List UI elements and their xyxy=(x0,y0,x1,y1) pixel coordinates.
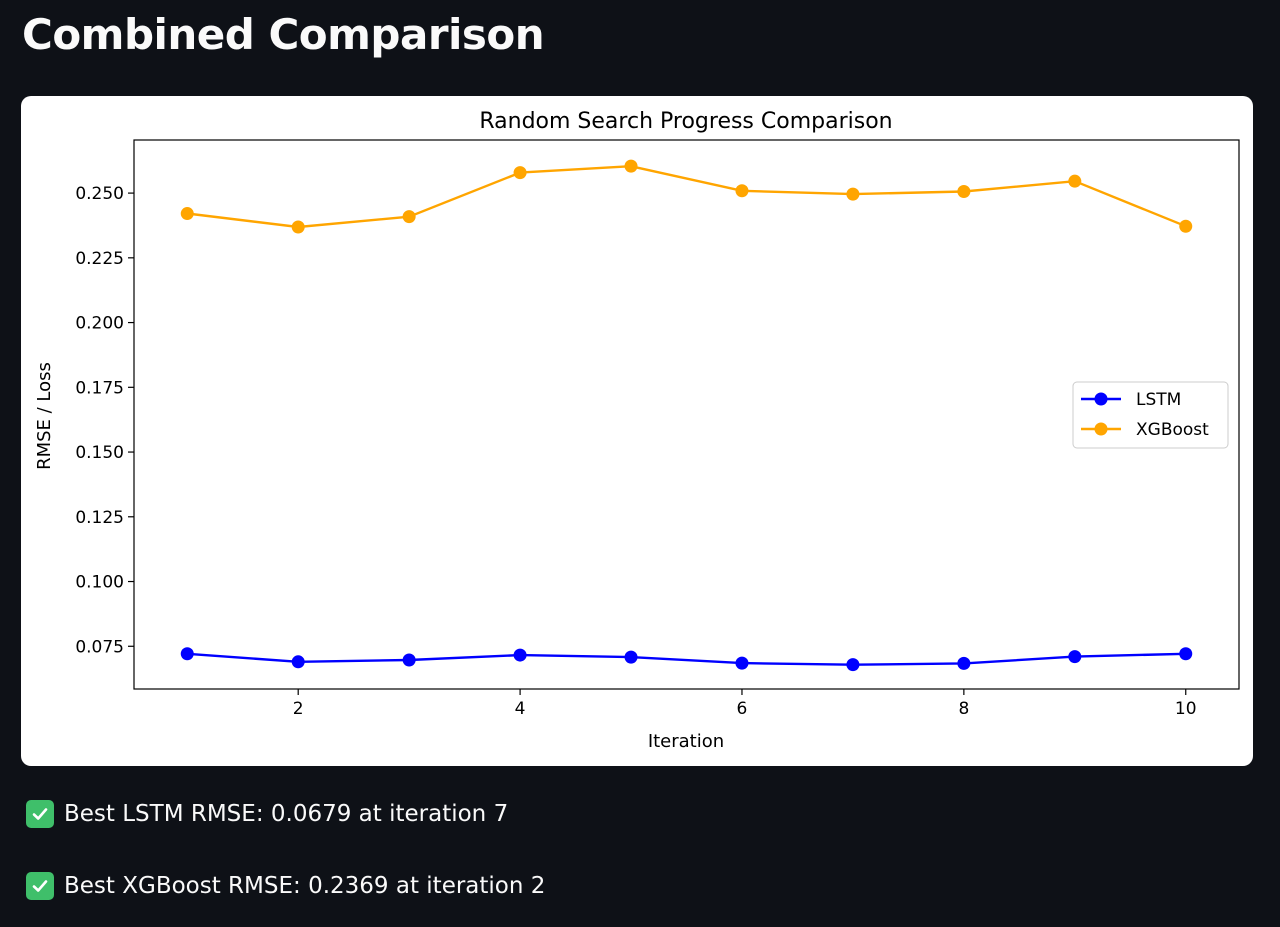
y-tick-label: 0.225 xyxy=(75,249,124,269)
xgboost-point xyxy=(624,159,638,173)
legend-lstm-marker xyxy=(1094,392,1108,406)
y-tick-label: 0.125 xyxy=(75,508,124,528)
xgboost-point xyxy=(846,187,860,201)
x-tick-label: 8 xyxy=(958,699,969,719)
lstm-point xyxy=(735,656,749,670)
y-axis-label: RMSE / Loss xyxy=(34,362,55,470)
lstm-point xyxy=(513,648,527,662)
best-xgboost-result: Best XGBoost RMSE: 0.2369 at iteration 2 xyxy=(26,872,545,900)
page-title: Combined Comparison xyxy=(22,10,545,59)
xgboost-point xyxy=(1179,219,1193,233)
chart-legend: LSTM XGBoost xyxy=(1072,381,1229,449)
lstm-point xyxy=(957,656,971,670)
legend-xgboost-label: XGBoost xyxy=(1136,420,1209,440)
best-xgboost-text: Best XGBoost RMSE: 0.2369 at iteration 2 xyxy=(64,873,546,899)
legend-xgboost-marker xyxy=(1094,422,1108,436)
xgboost-point xyxy=(402,210,416,224)
xgboost-point xyxy=(513,166,527,180)
xgboost-point xyxy=(1068,174,1082,188)
lstm-point xyxy=(1179,647,1193,661)
lstm-point xyxy=(291,655,305,669)
y-tick-label: 0.075 xyxy=(75,637,124,657)
y-tick-label: 0.200 xyxy=(75,314,124,334)
best-lstm-result: Best LSTM RMSE: 0.0679 at iteration 7 xyxy=(26,800,508,828)
xgboost-point xyxy=(957,185,971,199)
lstm-series-line xyxy=(187,652,1186,666)
y-tick-label: 0.175 xyxy=(75,378,124,398)
lstm-point xyxy=(624,650,638,664)
xgboost-series-line xyxy=(187,164,1187,229)
legend-lstm-label: LSTM xyxy=(1136,390,1181,410)
chart-card: Random Search Progress Comparison Iterat… xyxy=(21,96,1253,766)
x-tick-label: 10 xyxy=(1175,699,1197,719)
xgboost-point xyxy=(180,207,194,221)
xgboost-point xyxy=(291,220,305,234)
x-tick-label: 6 xyxy=(737,699,748,719)
y-tick-label: 0.250 xyxy=(75,184,124,204)
x-tick-label: 2 xyxy=(293,699,304,719)
xgboost-point xyxy=(735,184,749,198)
chart-title: Random Search Progress Comparison xyxy=(479,109,892,134)
plot-frame xyxy=(133,139,1240,690)
y-tick-label: 0.100 xyxy=(75,573,124,593)
check-icon xyxy=(26,872,54,900)
lstm-point xyxy=(1068,650,1082,664)
x-axis-label: Iteration xyxy=(648,731,724,752)
check-icon xyxy=(26,800,54,828)
x-tick-label: 4 xyxy=(515,699,526,719)
lstm-point xyxy=(846,658,860,672)
line-chart: Random Search Progress Comparison Iterat… xyxy=(34,109,1240,752)
lstm-point xyxy=(180,647,194,661)
y-tick-label: 0.150 xyxy=(75,443,124,463)
best-lstm-text: Best LSTM RMSE: 0.0679 at iteration 7 xyxy=(64,801,509,827)
lstm-point xyxy=(402,653,416,667)
